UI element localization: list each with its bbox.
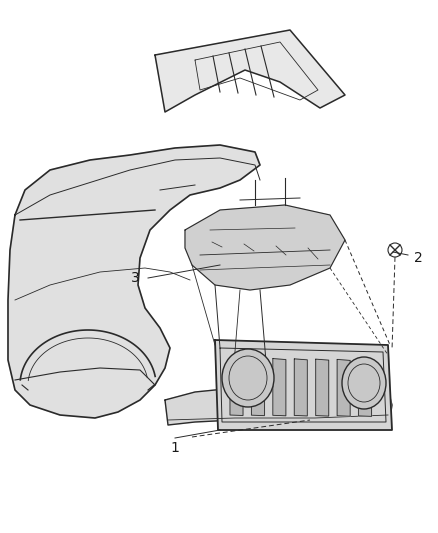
Polygon shape xyxy=(8,145,260,418)
Text: 1: 1 xyxy=(170,441,180,455)
Polygon shape xyxy=(185,205,345,290)
Polygon shape xyxy=(337,359,350,416)
Polygon shape xyxy=(230,358,243,416)
Text: 3: 3 xyxy=(131,271,139,285)
Polygon shape xyxy=(251,358,265,416)
Polygon shape xyxy=(165,384,392,425)
Ellipse shape xyxy=(342,357,386,409)
Polygon shape xyxy=(294,359,307,416)
Polygon shape xyxy=(316,359,328,416)
Polygon shape xyxy=(215,340,392,430)
Polygon shape xyxy=(273,359,286,416)
Ellipse shape xyxy=(222,349,274,407)
Text: 2: 2 xyxy=(413,251,422,265)
Polygon shape xyxy=(359,360,371,416)
Polygon shape xyxy=(155,30,345,112)
